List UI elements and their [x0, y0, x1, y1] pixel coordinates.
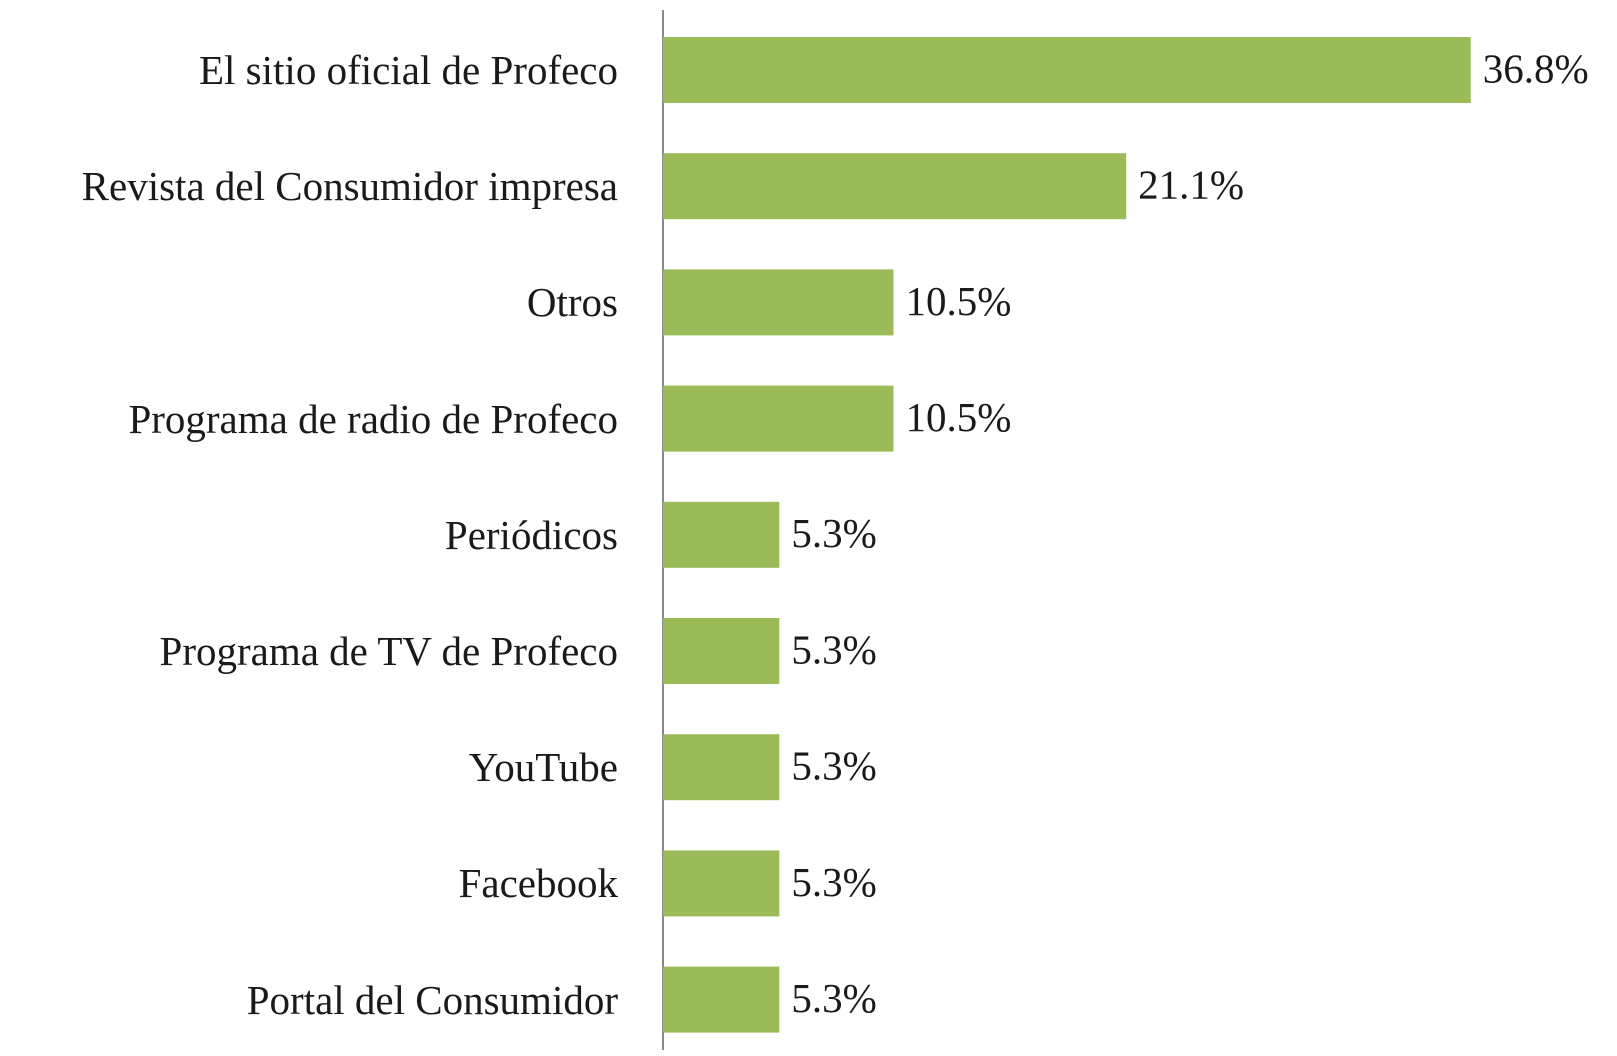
- category-label: YouTube: [468, 744, 618, 791]
- value-label: 5.3%: [791, 743, 876, 789]
- bar: [663, 385, 894, 452]
- category-label: Revista del Consumidor impresa: [81, 163, 618, 210]
- category-label: Facebook: [458, 860, 618, 907]
- bar: [663, 850, 780, 917]
- value-label: 10.5%: [905, 278, 1011, 324]
- bar: [663, 153, 1127, 220]
- bar: [663, 501, 780, 568]
- bar: [663, 269, 894, 336]
- category-label: Programa de radio de Profeco: [128, 395, 618, 442]
- bar: [663, 37, 1471, 103]
- value-label: 10.5%: [905, 394, 1011, 440]
- category-label: El sitio oficial de Profeco: [199, 47, 618, 93]
- bar: [663, 966, 780, 1033]
- value-label: 5.3%: [791, 510, 876, 556]
- category-label: Programa de TV de Profeco: [159, 628, 618, 674]
- value-label: 5.3%: [791, 975, 876, 1021]
- bar: [663, 734, 780, 801]
- value-label: 21.1%: [1138, 162, 1244, 208]
- value-label: 5.3%: [791, 859, 876, 905]
- category-label: Periódicos: [444, 511, 618, 558]
- bar: [663, 618, 780, 684]
- value-label: 5.3%: [791, 626, 876, 672]
- category-label: Otros: [526, 279, 618, 326]
- value-label: 36.8%: [1483, 45, 1589, 91]
- category-label: Portal del Consumidor: [246, 976, 618, 1023]
